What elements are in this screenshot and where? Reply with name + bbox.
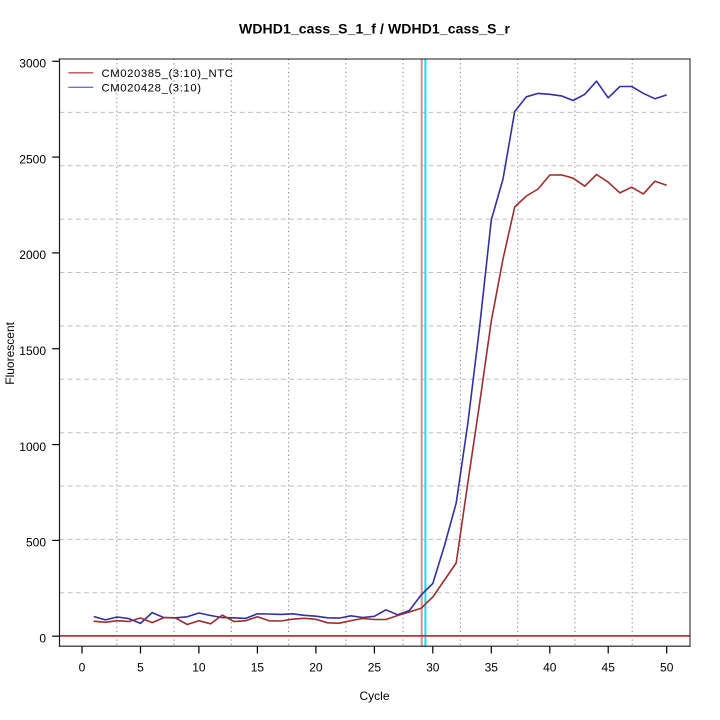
svg-text:Cycle: Cycle xyxy=(359,689,389,703)
svg-text:45: 45 xyxy=(602,661,616,675)
svg-text:5: 5 xyxy=(137,661,144,675)
svg-text:1000: 1000 xyxy=(19,440,46,454)
svg-text:Fluorescent: Fluorescent xyxy=(3,321,17,384)
svg-text:35: 35 xyxy=(485,661,499,675)
svg-text:CM020385_(3:10)_NTC: CM020385_(3:10)_NTC xyxy=(102,68,234,80)
svg-text:0: 0 xyxy=(79,661,86,675)
svg-text:50: 50 xyxy=(660,661,674,675)
svg-text:15: 15 xyxy=(251,661,265,675)
svg-text:2500: 2500 xyxy=(19,152,46,166)
svg-text:1500: 1500 xyxy=(19,344,46,358)
svg-text:CM020428_(3:10): CM020428_(3:10) xyxy=(102,83,202,95)
svg-text:10: 10 xyxy=(192,661,206,675)
svg-text:40: 40 xyxy=(543,661,557,675)
svg-text:WDHD1_cass_S_1_f / WDHD1_cass_: WDHD1_cass_S_1_f / WDHD1_cass_S_r xyxy=(239,21,510,37)
svg-text:25: 25 xyxy=(368,661,382,675)
svg-text:3000: 3000 xyxy=(19,57,46,71)
svg-text:0: 0 xyxy=(39,631,46,645)
svg-text:30: 30 xyxy=(426,661,440,675)
svg-text:2000: 2000 xyxy=(19,248,46,262)
svg-text:500: 500 xyxy=(26,536,46,550)
svg-text:20: 20 xyxy=(309,661,323,675)
